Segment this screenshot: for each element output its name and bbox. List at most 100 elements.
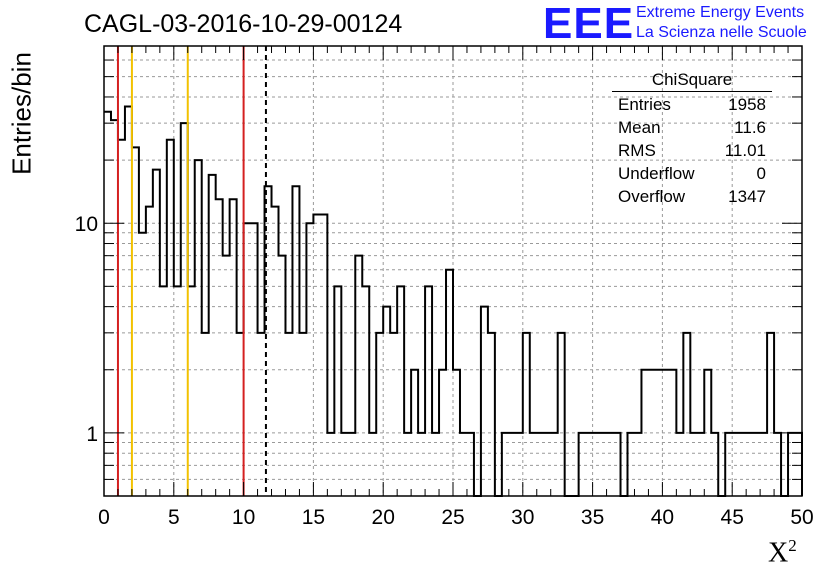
histogram-bin [432, 433, 439, 496]
stats-value: 11.01 [724, 141, 766, 160]
x-tick-label: 15 [302, 506, 325, 529]
histogram-bin [251, 223, 258, 496]
histogram-bin [481, 307, 488, 496]
histogram-bin [683, 333, 690, 496]
stats-label: Entries [618, 95, 671, 114]
histogram-bin [648, 370, 655, 496]
x-tick-label: 25 [441, 506, 464, 529]
histogram-bin [753, 433, 760, 496]
stats-label: Underflow [618, 164, 695, 183]
y-tick-label: 10 [75, 213, 98, 236]
x-axis-label-sup: 2 [788, 536, 797, 555]
histogram-bin [579, 433, 586, 496]
stats-row-rms: RMS 11.01 [612, 139, 772, 162]
histogram-bin [244, 223, 251, 496]
histogram-bin [139, 233, 146, 496]
histogram-bin [299, 333, 306, 496]
histogram-bin [509, 433, 516, 496]
histogram-bin [690, 433, 697, 496]
histogram-bin [167, 140, 174, 496]
x-tick-label: 35 [581, 506, 604, 529]
histogram-bin [334, 286, 341, 496]
histogram-bin [272, 207, 279, 496]
histogram-bin [676, 433, 683, 496]
histogram-bin [397, 286, 404, 496]
logo-subtitle-1: Extreme Energy Events [636, 4, 805, 21]
histogram-bin [104, 112, 111, 496]
histogram-bin [292, 186, 299, 496]
histogram-bin [188, 286, 195, 496]
stats-box: ChiSquare Entries 1958 Mean 11.6 RMS 11.… [612, 70, 772, 208]
stats-label: RMS [618, 141, 656, 160]
histogram-bin [607, 433, 614, 496]
histogram-bin [132, 147, 139, 496]
histogram-bin [258, 333, 265, 496]
histogram-bin [404, 433, 411, 496]
histogram-bin [411, 370, 418, 496]
chart-title: CAGL-03-2016-10-29-00124 [84, 10, 403, 38]
histogram-bin [586, 433, 593, 496]
x-tick-label: 45 [721, 506, 744, 529]
histogram-bin [202, 333, 209, 496]
histogram-bin [767, 333, 774, 496]
histogram-bin [530, 433, 537, 496]
histogram-bin [641, 370, 648, 496]
stats-row-underflow: Underflow 0 [612, 162, 772, 185]
histogram-bin [439, 370, 446, 496]
histogram-bin [774, 433, 781, 496]
stats-value: 1958 [728, 95, 766, 114]
histogram-bin [453, 370, 460, 496]
histogram-bin [523, 333, 530, 496]
histogram-bin [313, 215, 320, 496]
histogram-bin [662, 370, 669, 496]
histogram-bin [537, 433, 544, 496]
x-tick-label: 50 [790, 506, 813, 529]
histogram-bin [516, 433, 523, 496]
histogram-bin [390, 333, 397, 496]
histogram-bin [697, 433, 704, 496]
histogram-bin [655, 370, 662, 496]
histogram-bin [223, 256, 230, 496]
x-tick-label: 10 [232, 506, 255, 529]
histogram-bin [669, 370, 676, 496]
histogram-bin [320, 215, 327, 496]
histogram-bin [600, 433, 607, 496]
logo-subtitle-2: La Scienza nelle Scuole [636, 24, 807, 41]
histogram-bin [125, 107, 132, 496]
x-tick-label: 0 [98, 506, 110, 529]
histogram-bin [174, 286, 181, 496]
histogram-bin [341, 433, 348, 496]
x-tick-label: 40 [651, 506, 674, 529]
histogram-bin [460, 433, 467, 496]
histogram-bin [739, 433, 746, 496]
x-tick-label: 5 [168, 506, 180, 529]
x-axis-label-base: X [768, 537, 789, 569]
histogram-bin [634, 433, 641, 496]
histogram-bin [369, 433, 376, 496]
histogram-bin [327, 433, 334, 496]
histogram-bin [593, 433, 600, 496]
stats-value: 1347 [728, 187, 766, 206]
stats-row-mean: Mean 11.6 [612, 116, 772, 139]
histogram-bin [488, 333, 495, 496]
histogram-bin [551, 433, 558, 496]
histogram-bin [425, 286, 432, 496]
histogram-bin [446, 270, 453, 496]
histogram-bin [746, 433, 753, 496]
histogram-series [104, 105, 803, 497]
histogram-bin [195, 160, 202, 496]
x-tick-label: 20 [372, 506, 395, 529]
histogram-bin [704, 370, 711, 496]
histogram-bin [732, 433, 739, 496]
histogram-bin [362, 286, 369, 496]
histogram-bin [285, 333, 292, 496]
histogram-bin [383, 307, 390, 496]
histogram-bin [181, 123, 188, 496]
histogram-bin [355, 256, 362, 496]
histogram-bin [628, 433, 635, 496]
stats-value: 0 [756, 164, 766, 183]
histogram-bin [237, 333, 244, 496]
histogram-bin [111, 120, 118, 496]
histogram-bin [153, 170, 160, 496]
